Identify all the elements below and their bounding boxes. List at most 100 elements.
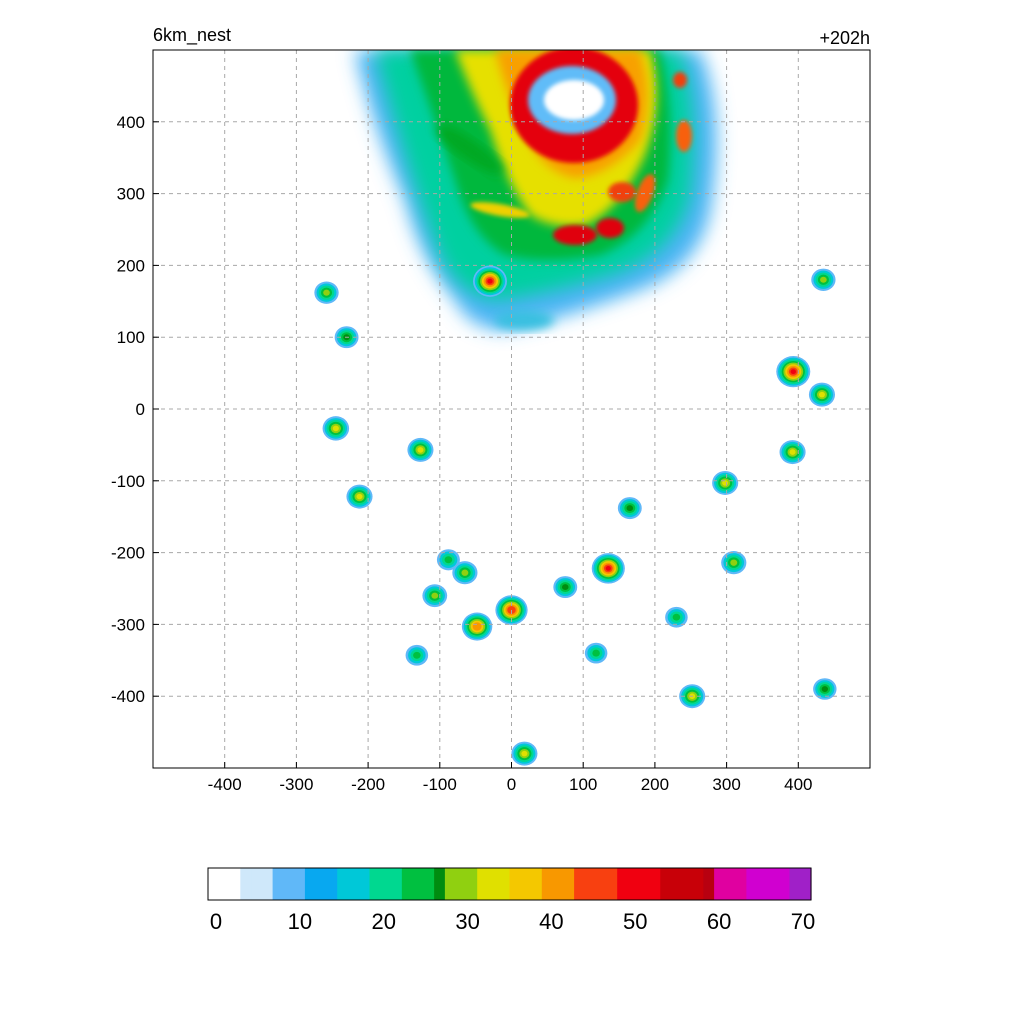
colorbar-bin	[466, 868, 478, 900]
colorbar-bin	[671, 868, 683, 900]
convective-cell	[584, 642, 608, 664]
convective-cell	[322, 416, 350, 441]
colorbar-bin	[218, 868, 231, 900]
colorbar-bin	[423, 868, 435, 900]
chart-title: 6km_nest	[153, 25, 231, 46]
cell-contour	[821, 686, 829, 692]
colorbar-bin	[229, 868, 241, 900]
colorbar-bin	[369, 868, 381, 900]
convective-cell	[553, 576, 578, 599]
convective-cell	[811, 268, 836, 291]
colorbar-bin	[444, 868, 457, 900]
colorbar-bin	[552, 868, 564, 900]
cell-contour	[820, 276, 827, 283]
colorbar-bin	[563, 868, 575, 900]
colorbar-bin	[401, 868, 414, 900]
cell-contour	[487, 278, 493, 284]
colorbar-bin	[595, 868, 608, 900]
colorbar-bin	[326, 868, 338, 900]
y-tick-label: 200	[117, 256, 145, 275]
colorbar-tick-label: 50	[623, 909, 647, 934]
colorbar-bin	[714, 868, 726, 900]
colorbar-bin	[283, 868, 295, 900]
colorbar-bin	[347, 868, 360, 900]
convective-cell	[591, 553, 625, 584]
colorbar-tick-label: 70	[791, 909, 815, 934]
colorbar-bin	[358, 868, 371, 900]
colorbar-bin	[509, 868, 521, 900]
colorbar-bin	[746, 868, 758, 900]
cell-contour	[461, 569, 469, 576]
colorbar-bin	[800, 868, 812, 900]
convective-cell	[346, 484, 373, 509]
convective-cell	[813, 678, 837, 700]
cell-contour	[790, 369, 796, 375]
colorbar-bin	[692, 868, 704, 900]
cell-contour	[356, 493, 363, 500]
colorbar-bin	[498, 868, 511, 900]
x-tick-label: 400	[784, 775, 812, 794]
convective-cells	[314, 265, 837, 766]
colorbar-bin	[434, 868, 446, 900]
colorbar-bin	[208, 868, 220, 900]
colorbar-bin	[767, 868, 780, 900]
convective-cell	[407, 437, 434, 462]
colorbar-bin	[380, 868, 392, 900]
colorbar-bin	[681, 868, 694, 900]
cell-contour	[323, 289, 330, 296]
colorbar-bin	[304, 868, 317, 900]
colorbar-bin	[455, 868, 468, 900]
convective-cell	[314, 281, 339, 304]
x-tick-label: 200	[641, 775, 669, 794]
colorbar-bin	[735, 868, 747, 900]
x-axis: -400 -300 -200 -100 0 100 200 300 400	[208, 762, 812, 794]
colorbar-bin	[391, 868, 403, 900]
cell-contour	[444, 556, 453, 564]
cell-contour	[562, 584, 569, 591]
colorbar-bin	[477, 868, 489, 900]
storm-core	[355, 50, 717, 330]
chart-subtitle: +202h	[819, 28, 870, 48]
convective-cell	[422, 584, 448, 608]
cell-contour	[474, 624, 480, 630]
convective-cell	[461, 612, 493, 641]
y-tick-label: 400	[117, 113, 145, 132]
colorbar-bin	[240, 868, 252, 900]
colorbar-tick-label: 60	[707, 909, 731, 934]
convective-cell	[665, 606, 688, 628]
cell-contour	[431, 592, 439, 599]
colorbar-bin	[638, 868, 651, 900]
convective-cell	[617, 497, 642, 520]
colorbar-bin	[627, 868, 640, 900]
convective-cell	[472, 265, 507, 297]
convective-cell	[776, 356, 811, 388]
cell-contour	[730, 559, 738, 566]
colorbar-bin	[617, 868, 629, 900]
y-tick-label: -200	[111, 544, 145, 563]
colorbar: 0 10 20 30 40 50 60 70	[207, 867, 815, 934]
colorbar-tick-label: 10	[288, 909, 312, 934]
colorbar-bin	[261, 868, 274, 900]
x-tick-label: 0	[507, 775, 516, 794]
colorbar-bin	[272, 868, 284, 900]
cell-contour	[672, 613, 681, 621]
cell-contour	[413, 651, 421, 659]
colorbar-bin	[584, 868, 597, 900]
colorbar-bin	[520, 868, 532, 900]
colorbar-tick-label: 0	[210, 909, 222, 934]
colorbar-tick-label: 30	[455, 909, 479, 934]
convective-cell	[452, 561, 478, 585]
colorbar-bin	[574, 868, 586, 900]
reflectivity-field	[314, 50, 837, 766]
x-tick-label: -400	[208, 775, 242, 794]
x-tick-label: -200	[351, 775, 385, 794]
colorbar-bin	[660, 868, 672, 900]
colorbar-tick-label: 20	[371, 909, 395, 934]
y-tick-label: -100	[111, 472, 145, 491]
colorbar-frame	[207, 867, 812, 901]
cell-contour	[521, 750, 528, 757]
cell-contour	[592, 649, 600, 657]
colorbar-bin	[337, 868, 349, 900]
convective-cell	[436, 549, 460, 571]
